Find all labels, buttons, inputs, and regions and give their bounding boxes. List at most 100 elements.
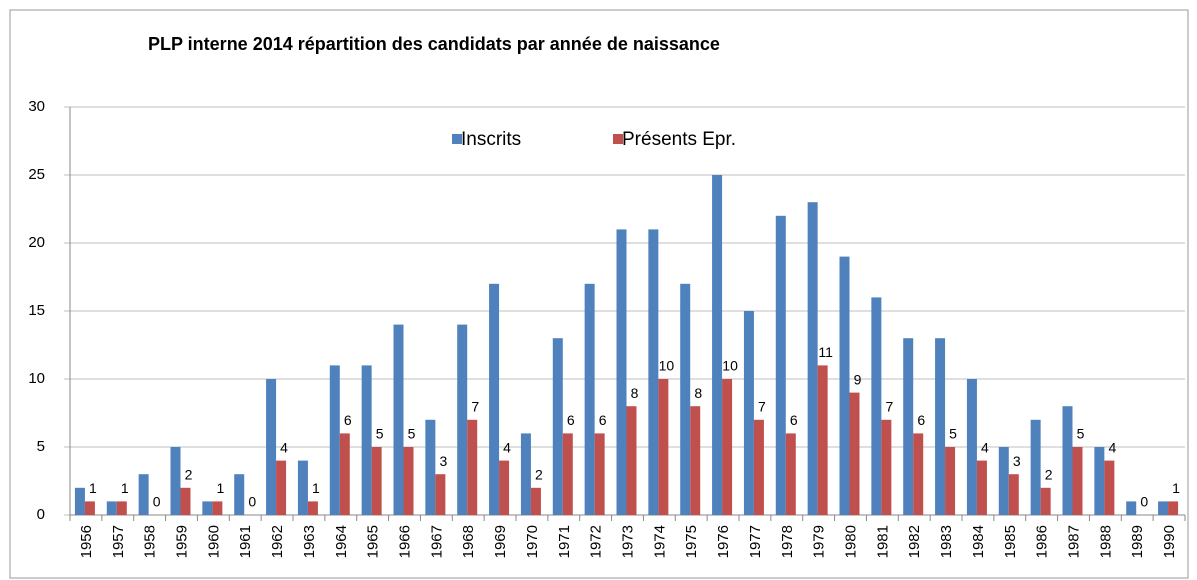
data-label: 4 xyxy=(503,439,511,455)
x-tick-label: 1974 xyxy=(651,525,668,558)
bar xyxy=(371,447,382,515)
x-tick-label: 1973 xyxy=(619,525,636,558)
y-tick-label: 25 xyxy=(28,166,45,183)
bar xyxy=(297,460,308,515)
data-label: 0 xyxy=(1140,494,1148,510)
bar xyxy=(276,460,287,515)
data-label: 8 xyxy=(631,385,639,401)
legend-swatch xyxy=(452,134,462,144)
bar xyxy=(403,447,414,515)
data-label: 0 xyxy=(248,494,256,510)
x-tick-label: 1986 xyxy=(1034,525,1051,558)
bar xyxy=(1104,460,1115,515)
x-tick-label: 1980 xyxy=(842,525,859,558)
bar xyxy=(1062,406,1073,515)
data-label: 6 xyxy=(344,412,352,428)
bar xyxy=(976,460,987,515)
data-label: 3 xyxy=(1013,453,1021,469)
y-tick-label: 15 xyxy=(28,302,45,319)
bar xyxy=(743,311,754,515)
x-tick-label: 1972 xyxy=(588,525,605,558)
y-tick-label: 10 xyxy=(28,370,45,387)
bar xyxy=(775,215,786,516)
data-label: 5 xyxy=(1077,426,1085,442)
data-label: 7 xyxy=(885,399,893,415)
bar xyxy=(339,433,350,515)
bar xyxy=(1126,501,1137,515)
bar xyxy=(1072,447,1083,515)
x-tick-label: 1982 xyxy=(906,525,923,558)
bar xyxy=(425,419,436,515)
bar xyxy=(1008,474,1019,515)
x-tick-label: 1957 xyxy=(110,525,127,558)
x-tick-label: 1963 xyxy=(301,525,318,558)
data-label: 0 xyxy=(153,494,161,510)
bar xyxy=(180,487,191,515)
bar xyxy=(138,474,149,515)
data-label: 1 xyxy=(121,480,129,496)
bar xyxy=(753,419,764,515)
bar xyxy=(1040,487,1051,515)
x-tick-label: 1966 xyxy=(396,525,413,558)
bar xyxy=(329,365,340,515)
data-label: 5 xyxy=(376,426,384,442)
bar xyxy=(966,379,977,515)
legend-label: Présents Epr. xyxy=(622,129,736,150)
x-tick-label: 1964 xyxy=(333,525,350,558)
x-tick-label: 1960 xyxy=(205,525,222,558)
y-tick-label: 5 xyxy=(37,438,45,455)
x-tick-label: 1983 xyxy=(938,525,955,558)
bar xyxy=(871,297,882,515)
bar xyxy=(467,419,478,515)
bar xyxy=(202,501,213,515)
bar xyxy=(712,175,723,515)
bar xyxy=(106,501,117,515)
x-tick-label: 1975 xyxy=(683,525,700,558)
data-label: 7 xyxy=(758,399,766,415)
chart-title: PLP interne 2014 répartition des candida… xyxy=(148,34,720,54)
bar xyxy=(116,501,127,515)
x-tick-label: 1979 xyxy=(811,525,828,558)
x-tick-label: 1976 xyxy=(715,525,732,558)
data-label: 2 xyxy=(1045,467,1053,483)
bar xyxy=(307,501,318,515)
bar xyxy=(234,474,245,515)
x-tick-label: 1971 xyxy=(556,525,573,558)
bar xyxy=(552,338,563,515)
bar xyxy=(881,419,892,515)
data-label: 4 xyxy=(280,439,288,455)
x-tick-label: 1977 xyxy=(747,525,764,558)
bar xyxy=(84,501,95,515)
x-tick-label: 1984 xyxy=(970,525,987,558)
data-label: 1 xyxy=(312,480,320,496)
x-tick-label: 1990 xyxy=(1161,525,1178,558)
bar xyxy=(817,365,828,515)
bar xyxy=(520,433,531,515)
bar xyxy=(690,406,701,515)
bar xyxy=(616,229,627,515)
bar xyxy=(435,474,446,515)
data-label: 6 xyxy=(599,412,607,428)
data-label: 1 xyxy=(216,480,224,496)
bar xyxy=(1030,419,1041,515)
x-tick-label: 1967 xyxy=(428,525,445,558)
x-tick-label: 1965 xyxy=(365,525,382,558)
x-tick-label: 1978 xyxy=(779,525,796,558)
x-tick-label: 1987 xyxy=(1065,525,1082,558)
data-label: 5 xyxy=(949,426,957,442)
data-label: 7 xyxy=(471,399,479,415)
x-tick-label: 1988 xyxy=(1097,525,1114,558)
x-tick-label: 1969 xyxy=(492,525,509,558)
bar xyxy=(489,283,500,515)
y-tick-label: 30 xyxy=(28,98,45,115)
x-tick-label: 1956 xyxy=(78,525,95,558)
data-label: 8 xyxy=(694,385,702,401)
x-tick-label: 1962 xyxy=(269,525,286,558)
x-tick-label: 1981 xyxy=(874,525,891,558)
x-tick-label: 1970 xyxy=(524,525,541,558)
bar xyxy=(648,229,659,515)
bar xyxy=(1168,501,1179,515)
data-label: 1 xyxy=(89,480,97,496)
bar xyxy=(1094,447,1105,515)
